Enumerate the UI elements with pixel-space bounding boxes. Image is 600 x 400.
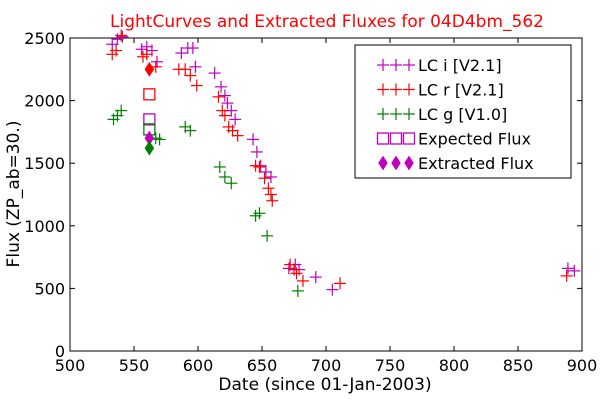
x-tick-label: 550 bbox=[119, 356, 150, 375]
legend-label-expected-flux: Expected Flux bbox=[418, 130, 531, 149]
legend-label-lc-r-v2-1: LC r [V2.1] bbox=[418, 81, 504, 100]
data-point-lc-g-v1-0 bbox=[153, 133, 166, 146]
y-tick-label: 1500 bbox=[24, 154, 65, 173]
x-tick-label: 650 bbox=[247, 356, 278, 375]
legend-label-extracted-flux: Extracted Flux bbox=[418, 154, 534, 173]
x-tick-label: 500 bbox=[55, 356, 86, 375]
y-tick-label: 2500 bbox=[24, 29, 65, 48]
legend-marker-lc-r-v2-1 bbox=[403, 83, 415, 96]
legend-marker-lc-g-v1-0 bbox=[403, 108, 415, 120]
y-axis-label: Flux (ZP_ab=30.) bbox=[4, 121, 24, 268]
data-point-lc-i-v2-1 bbox=[175, 47, 188, 60]
data-point-lc-r-v2-1 bbox=[266, 194, 279, 207]
legend-marker-expected-flux bbox=[376, 132, 390, 145]
legend-marker-lc-g-v1-0 bbox=[377, 108, 389, 120]
legend-marker-lc-i-v2-1 bbox=[390, 59, 402, 71]
data-point-lc-i-v2-1 bbox=[218, 89, 231, 102]
data-point-lc-r-v2-1 bbox=[264, 188, 277, 201]
x-tick-label: 900 bbox=[567, 356, 598, 375]
data-point-lc-i-v2-1 bbox=[561, 262, 574, 275]
data-point-lc-r-v2-1 bbox=[184, 69, 197, 82]
data-point-lc-r-v2-1 bbox=[334, 277, 347, 290]
legend-marker-extracted-flux bbox=[404, 155, 414, 171]
legend-marker-extracted-flux bbox=[378, 155, 388, 171]
data-point-lc-i-v2-1 bbox=[264, 170, 277, 183]
data-point-lc-i-v2-1 bbox=[568, 264, 581, 277]
data-point-lc-g-v1-0 bbox=[115, 104, 128, 117]
x-tick-label: 850 bbox=[503, 356, 534, 375]
data-point-lc-g-v1-0 bbox=[184, 124, 197, 137]
data-point-lc-r-v2-1 bbox=[218, 109, 231, 122]
data-point-lc-g-v1-0 bbox=[261, 229, 274, 242]
data-point-extracted-flux bbox=[144, 140, 155, 156]
data-point-lc-i-v2-1 bbox=[221, 97, 234, 110]
x-tick-label: 600 bbox=[183, 356, 214, 375]
data-point-lc-i-v2-1 bbox=[215, 80, 228, 93]
chart-title: LightCurves and Extracted Fluxes for 04D… bbox=[110, 12, 544, 32]
data-point-lc-r-v2-1 bbox=[296, 274, 309, 287]
data-point-lc-i-v2-1 bbox=[250, 145, 263, 158]
data-point-lc-g-v1-0 bbox=[213, 160, 226, 173]
data-point-lc-r-v2-1 bbox=[190, 79, 203, 92]
x-tick-label: 700 bbox=[311, 356, 342, 375]
data-point-lc-i-v2-1 bbox=[135, 43, 148, 56]
data-point-lc-r-v2-1 bbox=[226, 124, 239, 137]
data-point-lc-i-v2-1 bbox=[186, 42, 199, 55]
axis-ticks: 500 550 600 650 700 750 800 850 9000500100015002… bbox=[24, 29, 597, 375]
data-point-lc-i-v2-1 bbox=[326, 283, 339, 296]
legend-label-lc-g-v1-0: LC g [V1.0] bbox=[418, 105, 507, 124]
legend: LC i [V2.1] LC r [V2.1] LC g [V1.0] Expecte… bbox=[354, 44, 572, 179]
legend-box bbox=[354, 44, 572, 179]
legend-marker-expected-flux bbox=[402, 132, 416, 145]
legend-marker-expected-flux bbox=[389, 132, 403, 145]
data-point-lc-i-v2-1 bbox=[229, 113, 242, 126]
legend-marker-lc-r-v2-1 bbox=[390, 83, 402, 96]
data-point-lc-r-v2-1 bbox=[115, 29, 128, 42]
data-point-lc-i-v2-1 bbox=[259, 165, 272, 178]
data-point-lc-r-v2-1 bbox=[216, 104, 229, 117]
data-point-lc-i-v2-1 bbox=[309, 271, 322, 284]
y-tick-label: 500 bbox=[34, 279, 65, 298]
data-point-lc-r-v2-1 bbox=[212, 90, 225, 103]
legend-marker-lc-i-v2-1 bbox=[377, 59, 389, 71]
data-point-lc-r-v2-1 bbox=[140, 48, 153, 61]
data-point-lc-r-v2-1 bbox=[110, 44, 123, 57]
data-point-lc-i-v2-1 bbox=[116, 30, 129, 43]
data-markers bbox=[106, 29, 581, 297]
y-tick-label: 1000 bbox=[24, 217, 65, 236]
data-point-lc-r-v2-1 bbox=[262, 182, 275, 195]
legend-marker-lc-r-v2-1 bbox=[377, 83, 389, 96]
data-point-lc-g-v1-0 bbox=[218, 170, 231, 183]
x-tick-label: 750 bbox=[375, 356, 406, 375]
data-point-expected-flux bbox=[143, 113, 156, 126]
data-point-lc-g-v1-0 bbox=[291, 284, 304, 297]
legend-marker-lc-i-v2-1 bbox=[403, 59, 415, 71]
x-axis-label: Date (since 01-Jan-2003) bbox=[218, 375, 431, 395]
y-tick-label: 2000 bbox=[24, 92, 65, 111]
legend-label-lc-i-v2-1: LC i [V2.1] bbox=[418, 56, 502, 75]
data-point-lc-g-v1-0 bbox=[225, 177, 238, 190]
x-tick-label: 800 bbox=[439, 356, 470, 375]
data-point-extracted-flux bbox=[144, 61, 155, 77]
legend-marker-lc-g-v1-0 bbox=[390, 108, 402, 120]
data-point-lc-g-v1-0 bbox=[253, 207, 266, 220]
data-point-expected-flux bbox=[143, 88, 156, 101]
data-point-lc-r-v2-1 bbox=[179, 63, 192, 76]
data-point-lc-i-v2-1 bbox=[106, 38, 119, 51]
data-point-lc-r-v2-1 bbox=[253, 160, 266, 173]
data-point-lc-i-v2-1 bbox=[247, 133, 260, 146]
data-point-lc-r-v2-1 bbox=[290, 267, 303, 280]
data-point-lc-i-v2-1 bbox=[208, 67, 221, 80]
legend-marker-extracted-flux bbox=[391, 155, 401, 171]
data-point-lc-i-v2-1 bbox=[189, 60, 202, 73]
y-tick-label: 0 bbox=[55, 342, 65, 361]
data-point-lc-r-v2-1 bbox=[560, 269, 573, 282]
data-point-lc-r-v2-1 bbox=[258, 172, 271, 185]
data-point-lc-r-v2-1 bbox=[231, 129, 244, 142]
data-point-lc-i-v2-1 bbox=[151, 55, 164, 68]
